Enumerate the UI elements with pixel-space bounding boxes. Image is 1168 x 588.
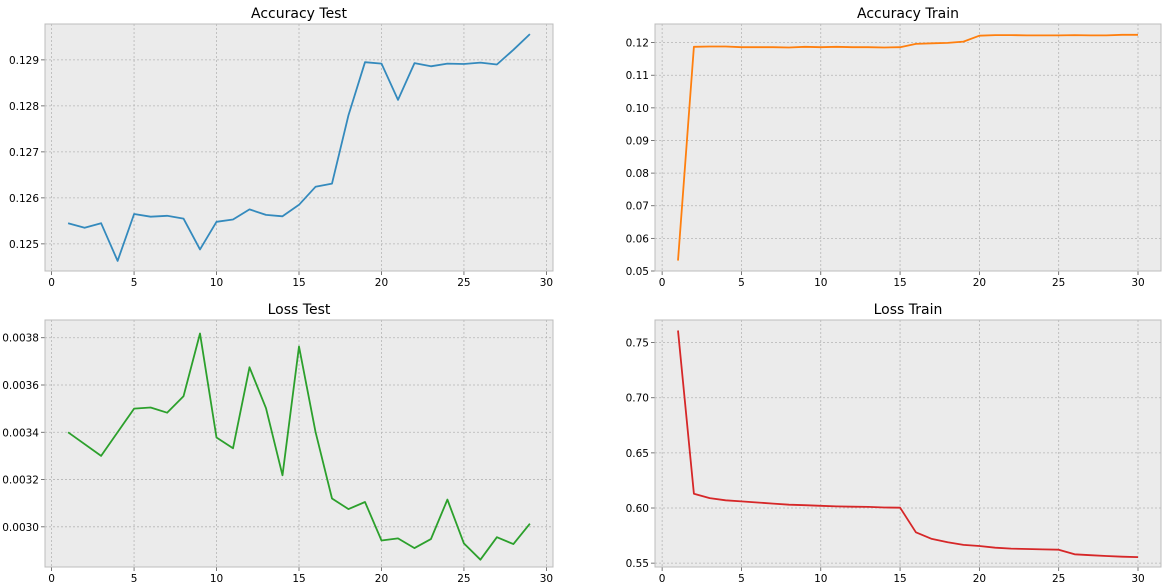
x-tick-label: 10 [814, 277, 827, 289]
y-tick-label: 0.75 [626, 338, 649, 350]
subplot-3: Loss Test 0 5 10 15 20 25 30 0.0030 0.0032 0.0034 0… [2, 302, 554, 585]
x-tick-label: 5 [738, 277, 745, 289]
x-tick-label: 30 [540, 277, 553, 289]
x-tick-label: 0 [659, 277, 666, 289]
series-line [677, 330, 1139, 558]
subplot-2: Accuracy Train 0 5 10 15 20 25 30 0.05 0.06 0.07 0.… [626, 6, 1162, 289]
y-tick-label: 0.126 [9, 193, 39, 205]
x-tick-label: 20 [375, 277, 388, 289]
x-tick-label: 25 [457, 277, 470, 289]
y-tick-label: 0.0030 [2, 522, 39, 534]
x-tick-label: 10 [210, 277, 223, 289]
series-line [67, 332, 531, 561]
y-tick-label: 0.128 [9, 101, 39, 113]
chart-title: Loss Test [268, 302, 331, 318]
plot-area [655, 320, 1161, 567]
y-tick-label: 0.0032 [2, 475, 39, 487]
x-tick-label: 20 [973, 573, 986, 585]
y-tick-label: 0.125 [9, 239, 39, 251]
x-tick-label: 25 [457, 573, 470, 585]
x-tick-label: 0 [48, 573, 55, 585]
subplot-1: Accuracy Test 0 5 10 15 20 25 30 0.125 0.126 0.127… [9, 6, 554, 289]
y-tick-label: 0.70 [626, 393, 649, 405]
y-tick-label: 0.0034 [2, 427, 39, 439]
plot-frame [44, 319, 554, 568]
x-tick-label: 25 [1052, 573, 1065, 585]
y-tick-label: 0.60 [626, 503, 649, 515]
y-tick-label: 0.55 [626, 558, 649, 570]
y-tick-label: 0.12 [626, 38, 649, 50]
series-line [67, 33, 531, 262]
chart-title: Accuracy Train [857, 6, 959, 22]
x-tick-label: 30 [1131, 573, 1144, 585]
y-tick-label: 0.06 [626, 233, 650, 245]
x-tick-label: 20 [375, 573, 388, 585]
x-tick-label: 15 [292, 277, 305, 289]
plot-frame [654, 319, 1162, 568]
x-tick-label: 5 [738, 573, 745, 585]
plot-frame [654, 23, 1162, 272]
x-tick-label: 20 [973, 277, 986, 289]
y-tick-label: 0.11 [626, 70, 649, 82]
x-tick-label: 30 [1131, 277, 1144, 289]
x-tick-label: 10 [210, 573, 223, 585]
x-tick-label: 15 [292, 573, 305, 585]
y-tick-label: 0.05 [626, 266, 649, 278]
x-tick-label: 0 [48, 277, 55, 289]
chart-title: Accuracy Test [251, 6, 347, 22]
x-tick-label: 15 [893, 277, 906, 289]
x-tick-label: 15 [893, 573, 906, 585]
y-tick-label: 0.08 [626, 168, 649, 180]
x-tick-label: 5 [131, 277, 138, 289]
y-tick-label: 0.10 [626, 103, 649, 115]
x-tick-label: 5 [131, 573, 138, 585]
y-tick-label: 0.127 [9, 147, 39, 159]
x-tick-label: 0 [659, 573, 666, 585]
x-tick-label: 10 [814, 573, 827, 585]
plot-area [655, 24, 1161, 271]
x-tick-label: 25 [1052, 277, 1065, 289]
y-tick-label: 0.65 [626, 448, 649, 460]
y-tick-label: 0.129 [9, 55, 39, 67]
chart-title: Loss Train [874, 302, 943, 318]
y-tick-label: 0.07 [626, 201, 649, 213]
series-line [677, 33, 1138, 261]
y-tick-label: 0.0038 [2, 333, 39, 345]
plot-frame [44, 23, 554, 272]
y-tick-label: 0.09 [626, 135, 649, 147]
subplot-4: Loss Train 0 5 10 15 20 25 30 0.55 0.60 0.65 0.70 0.… [626, 302, 1162, 585]
x-tick-label: 30 [540, 573, 553, 585]
y-tick-label: 0.0036 [2, 380, 39, 392]
